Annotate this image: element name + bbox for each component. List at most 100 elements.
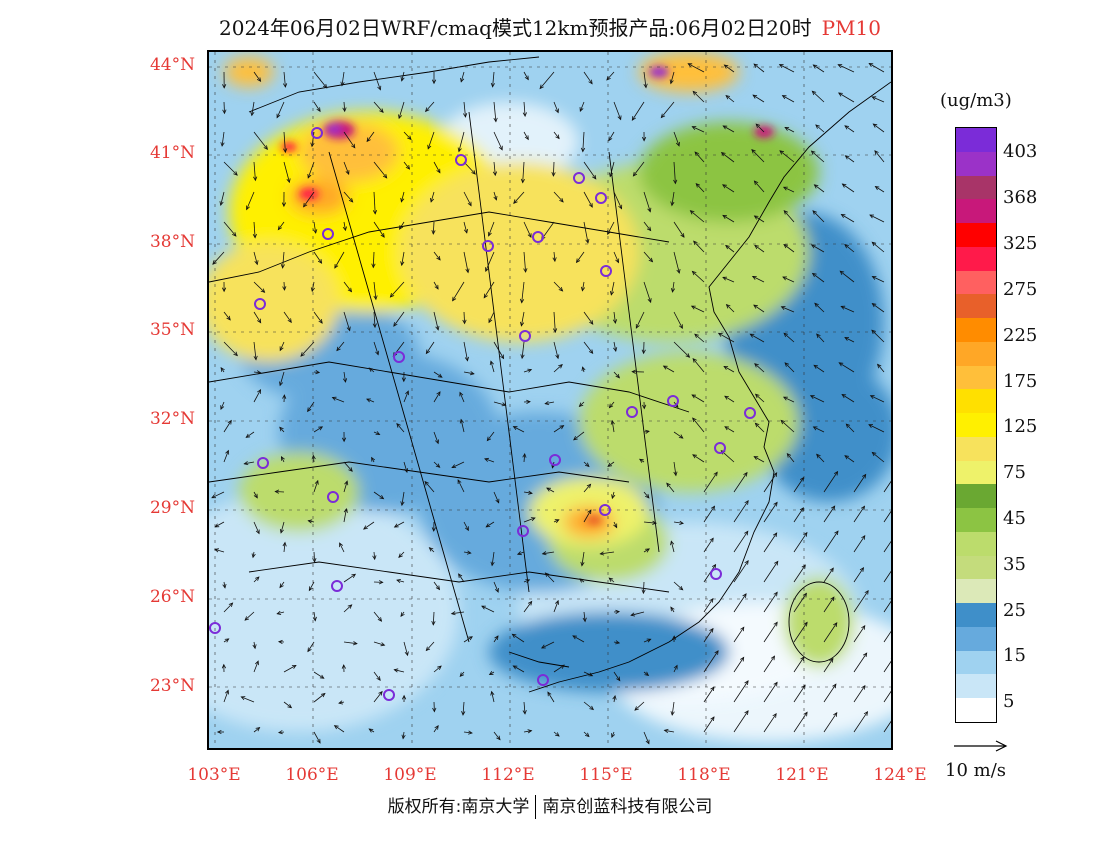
lat-label-23n: 23°N — [149, 676, 195, 696]
wind-vector-head — [742, 593, 747, 598]
wind-vector — [553, 251, 556, 262]
reference-vector-arrow — [954, 740, 1008, 752]
wind-vector-head — [631, 116, 636, 121]
wind-vector — [366, 398, 375, 403]
wind-vector — [425, 341, 435, 354]
wind-vector — [396, 579, 405, 583]
wind-vector-head — [863, 652, 868, 658]
wind-vector — [433, 581, 440, 590]
wind-vector — [373, 311, 376, 328]
wind-vector-head — [662, 365, 668, 370]
wind-vector — [754, 245, 765, 253]
wind-vector — [608, 577, 615, 583]
wind-vector-head — [800, 656, 805, 661]
wind-vector-head — [380, 233, 385, 238]
wind-vector-head — [780, 419, 786, 425]
wind-vector — [334, 725, 345, 733]
wind-vector — [643, 71, 647, 88]
wind-vector-head — [609, 172, 614, 178]
wind-vector — [582, 131, 585, 152]
wind-vector — [793, 712, 808, 733]
wind-vector-head — [277, 730, 283, 735]
wind-vector-head — [467, 201, 472, 207]
wind-vector — [722, 184, 735, 193]
wind-vector — [722, 276, 735, 283]
wind-vector-head — [463, 228, 468, 234]
wind-vector — [343, 131, 356, 149]
wind-vector — [523, 730, 532, 733]
wind-vector — [307, 401, 315, 412]
wind-vector-head — [400, 76, 405, 82]
wind-vector — [553, 161, 555, 176]
wind-vector — [485, 521, 495, 528]
wind-vector-head — [713, 471, 718, 477]
wind-vector-head — [579, 107, 584, 112]
wind-vector-head — [720, 152, 726, 157]
wind-vector-head — [310, 287, 315, 293]
colorbar-label: 25 — [1003, 600, 1026, 621]
colorbar-label: 403 — [1003, 141, 1038, 162]
wind-vector — [523, 131, 529, 140]
wind-vector-head — [520, 321, 525, 327]
wind-vector-head — [840, 305, 846, 310]
wind-vector — [223, 311, 231, 321]
wind-vector-head — [253, 355, 258, 361]
wind-vector — [343, 641, 357, 645]
wind-vector — [343, 221, 346, 231]
wind-vector-head — [378, 690, 383, 696]
wind-vector — [643, 221, 652, 231]
city-marker — [537, 674, 549, 686]
wind-vector-head — [673, 664, 678, 670]
wind-vector — [823, 658, 834, 673]
wind-vector-head — [511, 633, 517, 638]
wind-vector — [220, 191, 225, 206]
wind-vector-head — [485, 267, 489, 273]
wind-vector-head — [861, 625, 866, 630]
wind-vector — [631, 101, 645, 121]
wind-vector — [673, 161, 676, 184]
wind-vector-head — [615, 640, 621, 645]
wind-vector-head — [754, 244, 759, 250]
wind-vector-head — [872, 123, 878, 128]
wind-vector — [343, 481, 348, 493]
wind-vector — [493, 101, 497, 122]
wind-vector-head — [722, 125, 728, 130]
wind-vector — [458, 131, 465, 152]
wind-vector-head — [425, 646, 431, 652]
wind-vector — [793, 477, 804, 493]
colorbar-segment — [956, 294, 996, 318]
wind-vector — [816, 333, 825, 343]
wind-vector — [283, 131, 286, 153]
wind-vector-head — [645, 548, 650, 553]
wind-vector — [673, 461, 677, 476]
wind-vector-head — [691, 270, 697, 276]
wind-vector-head — [526, 399, 531, 404]
wind-vector-head — [530, 517, 536, 522]
wind-vector-head — [494, 635, 499, 640]
wind-vector — [521, 311, 525, 326]
wind-vector-head — [212, 260, 217, 265]
wind-vector-head — [753, 63, 759, 68]
wind-vector — [545, 572, 555, 583]
colorbar-segment — [956, 603, 996, 627]
wind-vector — [703, 537, 714, 553]
wind-vector-head — [694, 333, 699, 338]
wind-vector-head — [286, 178, 291, 184]
colorbar-segment — [956, 318, 996, 342]
wind-vector-head — [512, 426, 518, 431]
wind-vector — [784, 362, 795, 373]
wind-vector-head — [303, 202, 308, 208]
wind-vector — [666, 482, 675, 493]
wind-vector — [673, 431, 684, 439]
wind-vector — [433, 431, 439, 444]
wind-vector-head — [645, 739, 650, 745]
wind-vector-head — [723, 365, 729, 370]
wind-vector-head — [544, 400, 550, 406]
wind-vector-head — [488, 670, 494, 675]
wind-vector — [690, 210, 705, 223]
wind-vector — [433, 725, 439, 733]
wind-vector — [643, 251, 653, 262]
lon-label-109e: 109°E — [383, 765, 437, 785]
wind-vector — [522, 161, 525, 183]
wind-vector — [373, 191, 376, 214]
